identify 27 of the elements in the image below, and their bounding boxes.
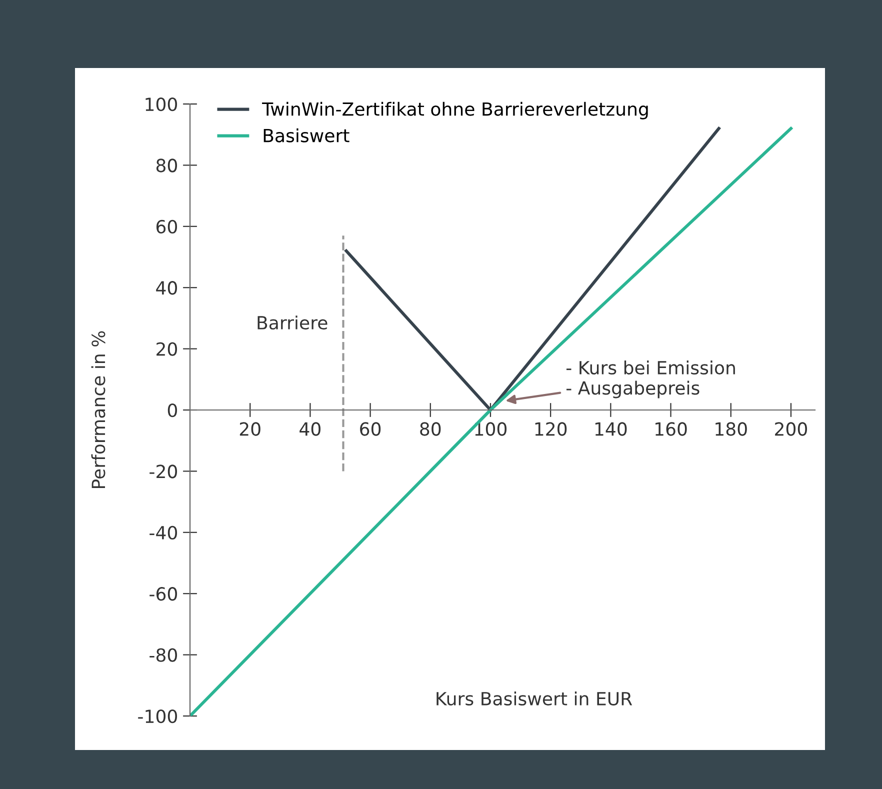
y-tick-label: -60: [150, 587, 177, 601]
ref-line-label: Barriere: [258, 316, 328, 330]
y-tick-label: -20: [150, 464, 177, 478]
x-tick-label: 160: [656, 422, 687, 436]
y-tick-label: 20: [156, 342, 177, 356]
x-tick-label: 120: [535, 422, 567, 436]
y-tick-label: -80: [150, 648, 177, 662]
legend-label: TwinWin-Zertifikat ohne Barriereverletzung: [262, 102, 648, 120]
y-axis-title: Performance in %: [91, 331, 106, 488]
x-axis-title: Kurs Basiswert in EUR: [436, 692, 632, 706]
x-tick-label: 200: [775, 422, 807, 436]
y-tick-label: 80: [156, 158, 177, 172]
legend-label: Basiswert: [264, 128, 350, 142]
y-tick-label: -100: [138, 709, 177, 724]
x-tick-label: 180: [716, 422, 747, 436]
y-tick-label: 0: [168, 403, 177, 418]
y-tick-label: 60: [156, 220, 177, 234]
x-tick-label: 20: [240, 422, 260, 436]
x-tick-label: 40: [300, 422, 320, 436]
y-tick-label: 40: [156, 281, 177, 295]
y-tick-label: -40: [150, 526, 177, 540]
x-tick-label: 140: [595, 422, 627, 436]
annotation: - Kurs bei Emission - Ausgabepreis: [566, 360, 735, 398]
y-tick-label: 100: [146, 97, 177, 112]
x-tick-label: 100: [475, 422, 507, 436]
x-tick-label: 80: [420, 422, 441, 436]
x-tick-label: 60: [360, 422, 381, 436]
